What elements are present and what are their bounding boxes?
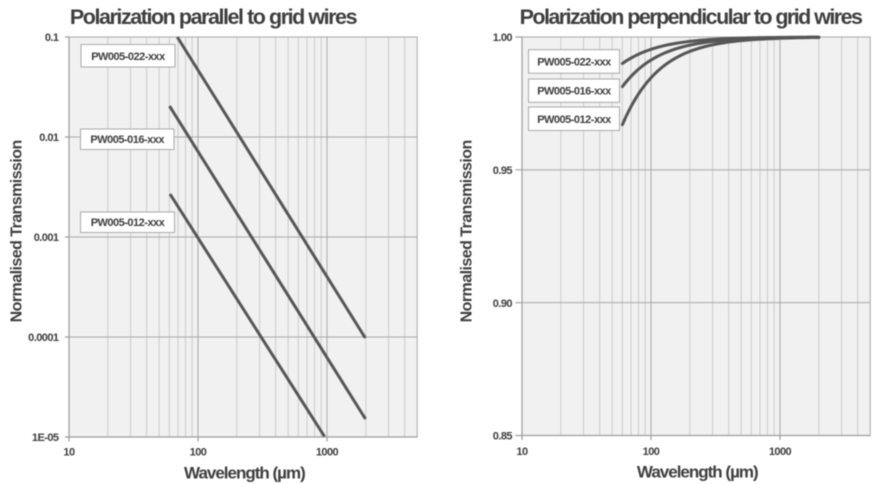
svg-text:Normalised Transmission: Normalised Transmission: [459, 140, 476, 322]
svg-text:PW005-022-xxx: PW005-022-xxx: [537, 57, 612, 69]
svg-text:1E-05: 1E-05: [32, 432, 59, 444]
svg-text:0.001: 0.001: [34, 232, 59, 244]
svg-text:0.95: 0.95: [493, 165, 513, 177]
svg-text:100: 100: [643, 446, 660, 458]
svg-text:PW005-022-xxx: PW005-022-xxx: [91, 51, 166, 63]
svg-text:PW005-016-xxx: PW005-016-xxx: [537, 86, 612, 98]
svg-text:Polarization perpendicular to: Polarization perpendicular to grid wires: [520, 5, 863, 29]
svg-text:0.1: 0.1: [45, 32, 59, 44]
svg-text:10: 10: [516, 446, 528, 458]
svg-text:Polarization parallel to grid: Polarization parallel to grid wires: [70, 5, 358, 29]
svg-text:Normalised Transmission: Normalised Transmission: [9, 140, 26, 322]
svg-text:1000: 1000: [769, 446, 792, 458]
svg-text:Wavelength (µm): Wavelength (µm): [184, 464, 305, 483]
svg-text:0.85: 0.85: [493, 431, 513, 443]
svg-text:0.90: 0.90: [493, 298, 513, 310]
svg-text:PW005-016-xxx: PW005-016-xxx: [90, 134, 165, 146]
svg-text:10: 10: [63, 447, 75, 459]
svg-text:PW005-012-xxx: PW005-012-xxx: [537, 114, 612, 126]
svg-text:0.01: 0.01: [39, 132, 59, 144]
svg-text:1.00: 1.00: [493, 32, 513, 44]
svg-text:100: 100: [190, 447, 207, 459]
svg-text:0.0001: 0.0001: [28, 332, 59, 344]
svg-text:PW005-012-xxx: PW005-012-xxx: [91, 217, 166, 229]
svg-text:Wavelength (µm): Wavelength (µm): [637, 463, 758, 482]
svg-text:1000: 1000: [316, 447, 339, 459]
